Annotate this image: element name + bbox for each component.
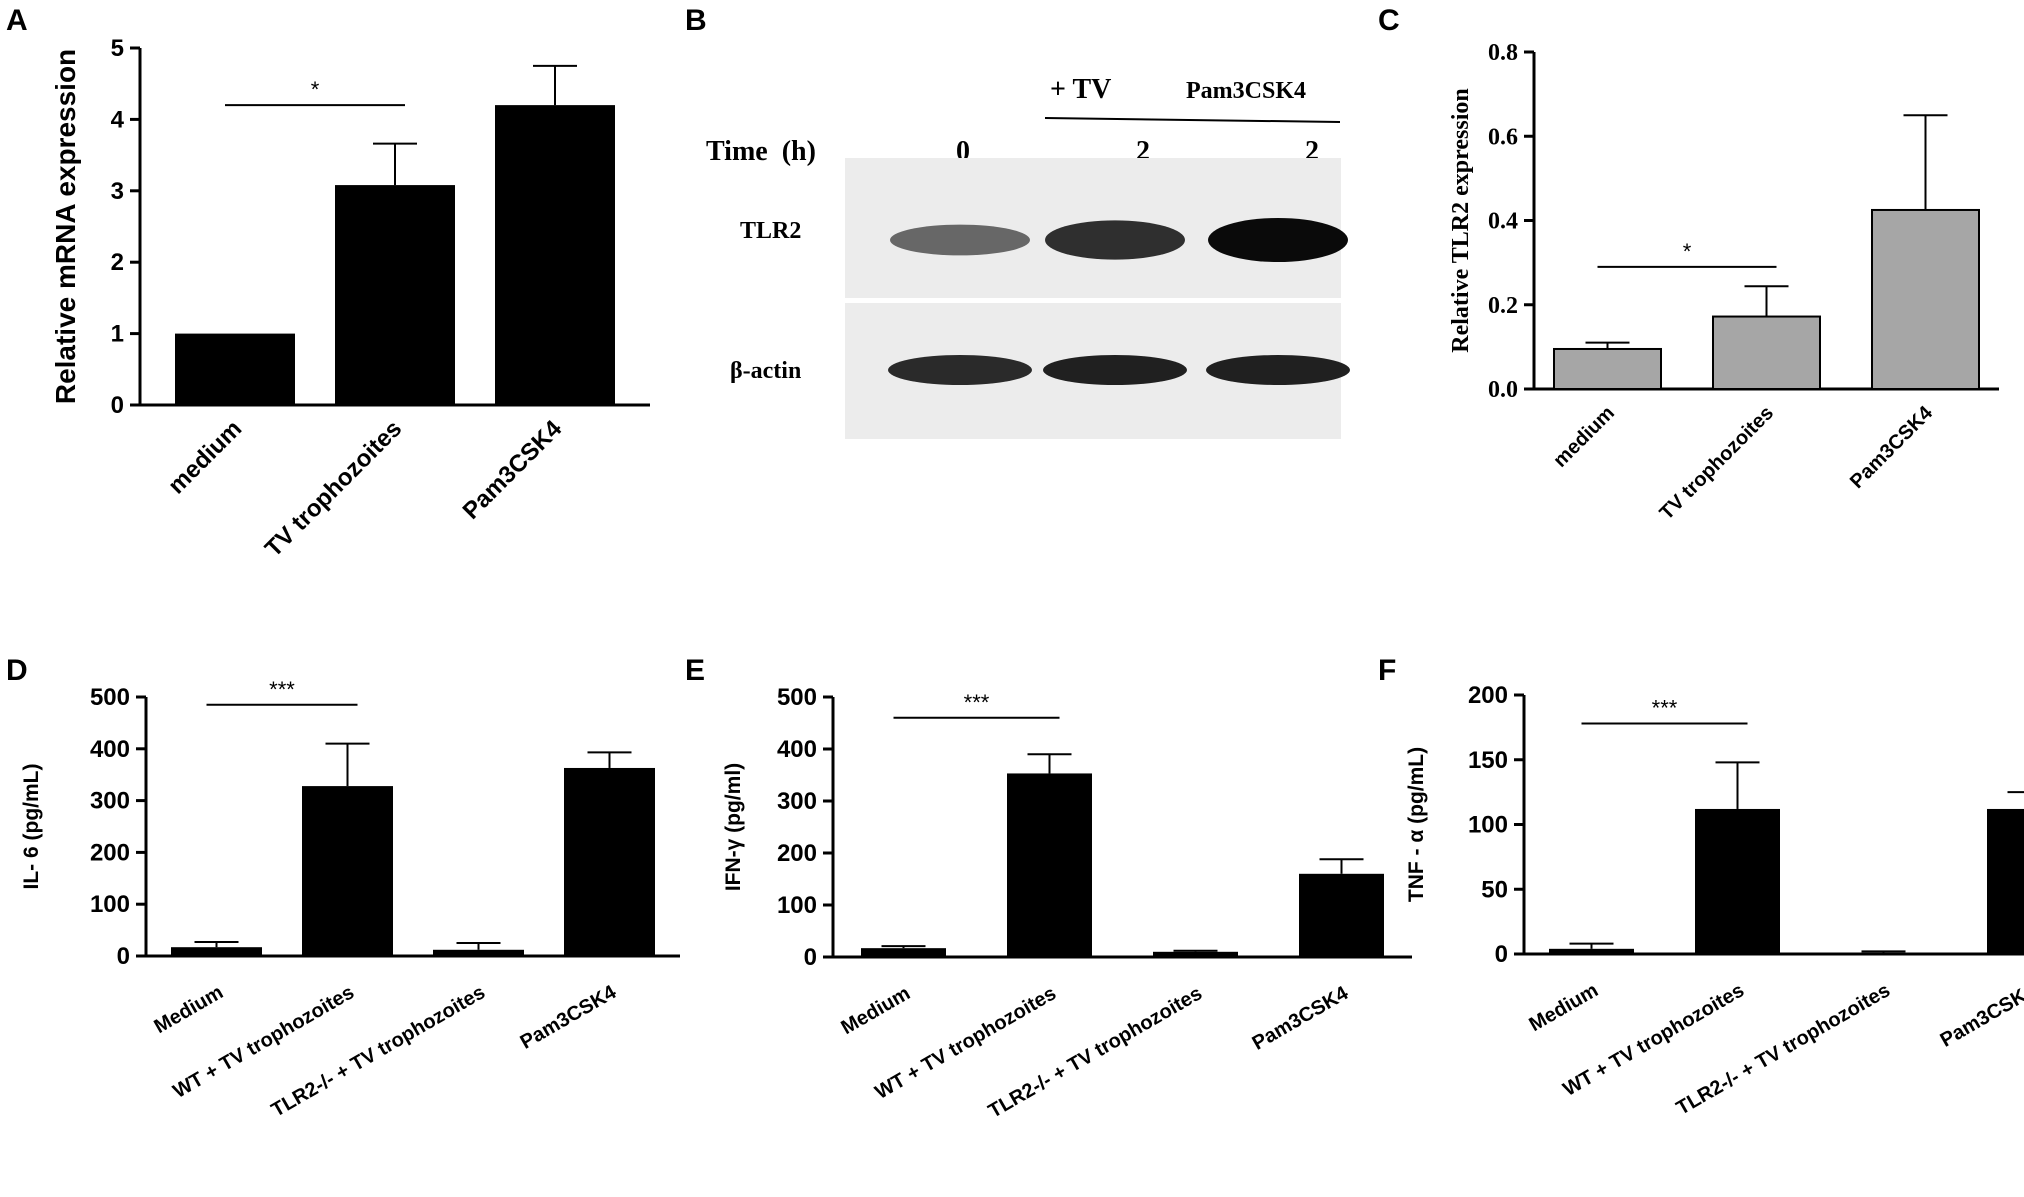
bar bbox=[171, 947, 262, 956]
y-axis-title: IFN-γ (pg/ml) bbox=[722, 763, 745, 891]
category-label: Pam3CSK4 bbox=[1249, 982, 1353, 1055]
panel-label-c: C bbox=[1378, 4, 1400, 37]
y-tick-label: 500 bbox=[777, 684, 817, 711]
y-tick-label: 50 bbox=[1481, 876, 1508, 903]
bar bbox=[1695, 808, 1780, 954]
bar bbox=[1153, 951, 1238, 957]
actin-band bbox=[1043, 355, 1187, 385]
bar bbox=[1007, 773, 1092, 957]
y-tick-label: 0 bbox=[804, 944, 817, 971]
significance-label: * bbox=[1683, 239, 1692, 264]
y-tick-label: 300 bbox=[777, 788, 817, 815]
category-label: TV trophozoites bbox=[1656, 402, 1778, 524]
y-axis-title: Relative mRNA expression bbox=[50, 49, 81, 404]
y-axis-title: TNF - α (pg/mL) bbox=[1405, 747, 1428, 902]
tlr2-band bbox=[1208, 218, 1348, 262]
y-tick-label: 5 bbox=[111, 35, 124, 62]
panel-label-d: D bbox=[6, 654, 28, 687]
actin-band bbox=[1206, 355, 1350, 385]
y-tick-label: 0.2 bbox=[1488, 293, 1518, 319]
significance-label: *** bbox=[964, 690, 990, 715]
y-tick-label: 500 bbox=[90, 684, 130, 711]
y-axis-title: IL- 6 (pg/mL) bbox=[20, 764, 43, 890]
significance-label: *** bbox=[269, 677, 295, 702]
y-tick-label: 0 bbox=[111, 392, 124, 419]
category-label: Medium bbox=[1526, 979, 1602, 1036]
y-tick-label: 3 bbox=[111, 178, 124, 205]
category-label: Pam3CSK4 bbox=[1846, 401, 1938, 493]
y-tick-label: 0.6 bbox=[1488, 124, 1518, 150]
bar bbox=[495, 105, 615, 406]
bar bbox=[302, 786, 393, 956]
treatment-label-pam3csk4: Pam3CSK4 bbox=[1186, 78, 1306, 104]
y-tick-label: 200 bbox=[1468, 682, 1508, 709]
y-tick-label: 400 bbox=[90, 736, 130, 763]
panel-label-b: B bbox=[685, 4, 707, 37]
category-label: medium bbox=[1549, 402, 1619, 472]
row-label-actin: β-actin bbox=[730, 358, 801, 384]
y-tick-label: 100 bbox=[1468, 812, 1508, 839]
treatment-label-tv: + TV bbox=[1050, 74, 1111, 105]
panel-label-a: A bbox=[6, 4, 28, 37]
y-axis-title: Relative TLR2 expression bbox=[1448, 88, 1474, 352]
y-tick-label: 0.0 bbox=[1488, 377, 1518, 403]
y-tick-label: 0 bbox=[117, 943, 130, 970]
category-label: Pam3CSK4 bbox=[458, 415, 568, 525]
actin-band bbox=[888, 355, 1032, 385]
y-tick-label: 150 bbox=[1468, 747, 1508, 774]
y-tick-label: 0.4 bbox=[1488, 209, 1518, 235]
category-label: Pam3CSK4 bbox=[1937, 979, 2024, 1052]
chart-a: 0 1 2 3 4 5 Relative mRNA expression medium TV t… bbox=[50, 35, 650, 562]
panel-label-e: E bbox=[685, 654, 705, 687]
significance-label: * bbox=[311, 77, 320, 102]
row-label-tlr2: TLR2 bbox=[740, 218, 801, 244]
bar bbox=[1712, 315, 1821, 391]
y-tick-label: 300 bbox=[90, 788, 130, 815]
category-label: medium bbox=[163, 415, 247, 499]
category-label: TV trophozoites bbox=[260, 415, 407, 562]
category-label: TLR2-/- + TV trophozoites bbox=[268, 981, 489, 1121]
category-label: Medium bbox=[838, 982, 914, 1039]
chart-c: 0.0 0.2 0.4 0.6 0.8 Relative TLR2 expression m… bbox=[1448, 40, 1999, 524]
bar bbox=[861, 948, 946, 957]
bar bbox=[1841, 952, 1926, 955]
bar bbox=[564, 767, 655, 956]
y-tick-label: 1 bbox=[111, 321, 124, 348]
y-tick-label: 4 bbox=[111, 106, 125, 133]
y-tick-label: 2 bbox=[111, 249, 124, 276]
panel-label-f: F bbox=[1378, 654, 1396, 687]
significance-label: *** bbox=[1652, 695, 1678, 720]
y-tick-label: 0.8 bbox=[1488, 40, 1518, 66]
bar bbox=[175, 333, 295, 405]
y-tick-label: 100 bbox=[777, 892, 817, 919]
y-tick-label: 100 bbox=[90, 891, 130, 918]
time-label: Time (h) bbox=[706, 136, 816, 167]
y-tick-label: 200 bbox=[90, 839, 130, 866]
bar bbox=[1553, 347, 1662, 391]
bar bbox=[433, 949, 524, 956]
bar bbox=[1871, 208, 1980, 390]
treatment-bar bbox=[1044, 117, 1341, 123]
y-tick-label: 400 bbox=[777, 736, 817, 763]
bar bbox=[1987, 808, 2024, 954]
bar bbox=[1299, 873, 1384, 957]
y-tick-label: 0 bbox=[1495, 941, 1508, 968]
tlr2-band bbox=[1045, 220, 1185, 260]
bar bbox=[1549, 948, 1634, 954]
y-tick-label: 200 bbox=[777, 840, 817, 867]
category-label: Medium bbox=[151, 981, 227, 1038]
western-blot: + TV Pam3CSK4 Time (h) 0 2 2 TLR2 β-acti… bbox=[706, 74, 1350, 439]
bar bbox=[335, 185, 455, 405]
category-label: Pam3CSK4 bbox=[517, 981, 621, 1054]
tlr2-band bbox=[890, 224, 1030, 256]
